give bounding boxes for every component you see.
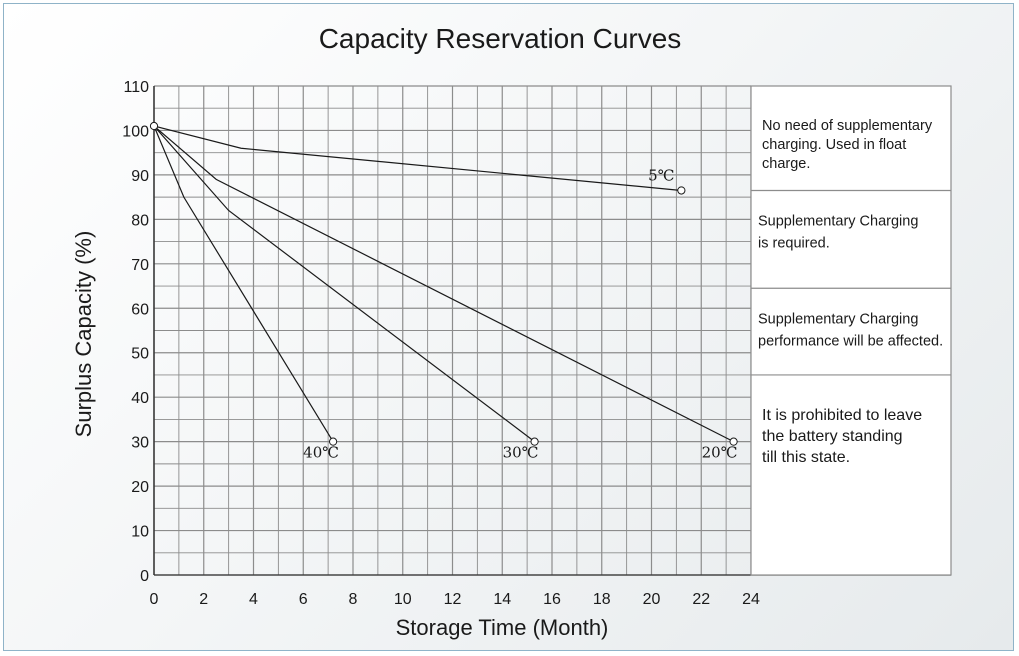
y-tick-label: 20: [131, 479, 149, 496]
capacity-reservation-chart: Capacity Reservation Curves No need of s…: [71, 23, 952, 640]
x-axis-title: Storage Time (Month): [396, 615, 609, 640]
x-tick-label: 0: [150, 591, 159, 608]
series-line-40℃: [153, 125, 334, 442]
series-label: 5℃: [648, 166, 674, 184]
x-tick-label: 18: [593, 591, 611, 608]
x-tick-label: 4: [249, 591, 258, 608]
x-tick-label: 12: [444, 591, 462, 608]
zone-note-3: Supplementary Charging performance will b…: [758, 311, 943, 349]
zone-note-line: Supplementary Charging: [758, 213, 918, 229]
y-tick-label: 90: [131, 168, 149, 185]
series-end-point: [530, 437, 539, 446]
zone-note-line: charging. Used in float: [762, 137, 906, 153]
x-tick-label: 24: [742, 591, 760, 608]
zone-note-line: performance will be affected.: [758, 333, 943, 349]
series-end-point: [677, 186, 686, 195]
series-end-point: [729, 437, 738, 446]
y-tick-label: 80: [131, 212, 149, 229]
series-line-30℃: [153, 125, 535, 443]
x-tick-label: 6: [299, 591, 308, 608]
zone-box: [750, 85, 952, 576]
series-origin-point: [149, 121, 159, 131]
x-tick-label: 20: [643, 591, 661, 608]
y-tick-label: 100: [122, 123, 149, 140]
series-label: 20℃: [702, 444, 738, 462]
x-tick-label: 22: [692, 591, 710, 608]
y-tick-label: 40: [131, 390, 149, 407]
chart-frame: Capacity Reservation Curves No need of s…: [3, 3, 1014, 651]
y-tick-label: 110: [123, 79, 149, 96]
zone-note-1: No need of supplementary charging. Used i…: [762, 118, 933, 172]
series-line-20℃: [153, 125, 734, 443]
x-tick-label: 8: [349, 591, 358, 608]
zone-panel: No need of supplementary charging. Used i…: [750, 85, 952, 576]
zone-note-4: It is prohibited to leave the battery sta…: [762, 407, 922, 466]
series-end-point: [329, 437, 338, 446]
chart-title: Capacity Reservation Curves: [319, 23, 682, 54]
x-tick-label: 16: [543, 591, 561, 608]
zone-note-line: Supplementary Charging: [758, 311, 918, 327]
zone-note-2: Supplementary Charging is required.: [758, 213, 918, 251]
series-group: 5℃ 20℃ 30℃ 40℃: [149, 121, 738, 462]
y-tick-label: 30: [131, 435, 149, 452]
zone-note-line: till this state.: [762, 449, 850, 466]
zone-note-line: charge.: [762, 156, 810, 172]
x-tick-label: 10: [394, 591, 412, 608]
series-label: 40℃: [303, 444, 339, 462]
zone-note-line: is required.: [758, 235, 830, 251]
tick-labels: 0 2 4 6 8 10 12 14 16 18 20 22 240102030405060708090…: [122, 79, 760, 608]
series-label: 30℃: [503, 444, 539, 462]
y-tick-label: 70: [131, 257, 149, 274]
y-tick-label: 10: [131, 524, 149, 541]
y-tick-label: 0: [140, 568, 149, 585]
zone-note-line: the battery standing: [762, 428, 903, 445]
series-line-5℃: [153, 125, 682, 192]
y-tick-label: 60: [131, 301, 149, 318]
zone-note-line: No need of supplementary: [762, 118, 933, 134]
y-axis-title: Surplus Capacity (%): [71, 231, 96, 438]
x-tick-label: 14: [493, 591, 511, 608]
y-tick-label: 50: [131, 346, 149, 363]
zone-note-line: It is prohibited to leave: [762, 407, 922, 424]
x-tick-label: 2: [199, 591, 208, 608]
